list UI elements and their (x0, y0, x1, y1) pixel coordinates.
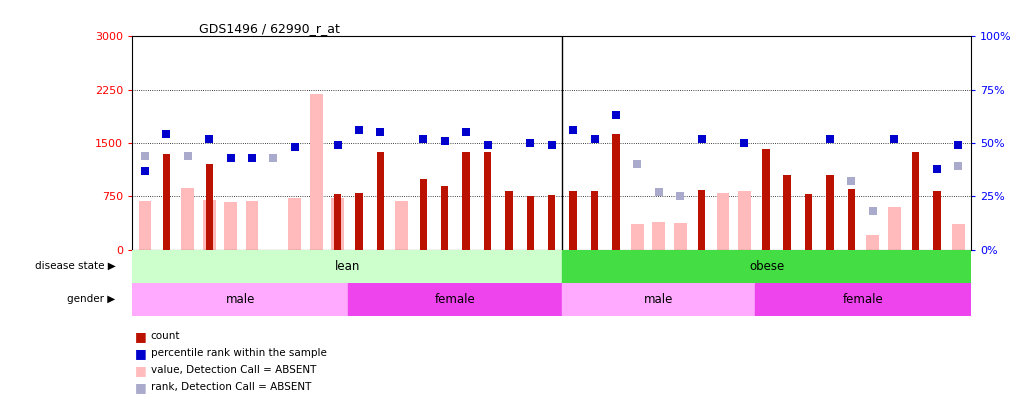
Bar (698, 190, 706, 249)
Text: ■: ■ (135, 347, 147, 360)
Bar (912, 151, 919, 249)
Text: ■: ■ (135, 364, 147, 377)
Bar (934, 191, 941, 249)
Bar (132, 249, 562, 283)
Text: count: count (151, 331, 180, 341)
Bar (289, 198, 301, 249)
Bar (202, 200, 216, 249)
Bar (631, 224, 644, 249)
Bar (163, 153, 170, 249)
Bar (484, 151, 491, 249)
Bar (738, 191, 751, 249)
Bar (138, 201, 152, 249)
Bar (132, 283, 349, 316)
Bar (562, 249, 971, 283)
Bar (952, 224, 965, 249)
Bar (441, 185, 448, 249)
Bar (310, 94, 322, 249)
Bar (570, 191, 577, 249)
Bar (349, 283, 562, 316)
Bar (548, 195, 555, 249)
Bar (652, 222, 665, 249)
Text: obese: obese (750, 260, 784, 273)
Bar (376, 151, 384, 249)
Text: lean: lean (335, 260, 360, 273)
Bar (612, 134, 619, 249)
Text: male: male (644, 293, 673, 306)
Bar (783, 175, 791, 249)
Text: percentile rank within the sample: percentile rank within the sample (151, 348, 326, 358)
Text: GDS1496 / 62990_r_at: GDS1496 / 62990_r_at (199, 22, 341, 35)
Bar (673, 223, 686, 249)
Text: female: female (843, 293, 884, 306)
Text: gender ▶: gender ▶ (67, 294, 116, 304)
Bar (181, 188, 194, 249)
Bar (334, 194, 342, 249)
Bar (591, 191, 598, 249)
Bar (562, 283, 755, 316)
Bar (755, 283, 971, 316)
Bar (804, 194, 813, 249)
Bar (505, 191, 513, 249)
Bar (762, 149, 770, 249)
Bar (826, 175, 834, 249)
Bar (420, 179, 427, 249)
Bar (224, 202, 237, 249)
Text: ■: ■ (135, 381, 147, 394)
Bar (396, 201, 408, 249)
Text: ■: ■ (135, 330, 147, 343)
Bar (717, 193, 729, 249)
Bar (888, 207, 901, 249)
Text: disease state ▶: disease state ▶ (35, 261, 116, 271)
Bar (866, 235, 880, 249)
Bar (847, 189, 855, 249)
Text: male: male (226, 293, 255, 306)
Bar (205, 164, 213, 249)
Bar (355, 194, 363, 249)
Bar (332, 198, 344, 249)
Bar (527, 196, 534, 249)
Text: rank, Detection Call = ABSENT: rank, Detection Call = ABSENT (151, 382, 311, 392)
Text: female: female (435, 293, 476, 306)
Text: value, Detection Call = ABSENT: value, Detection Call = ABSENT (151, 365, 316, 375)
Bar (246, 200, 258, 249)
Bar (463, 151, 470, 249)
